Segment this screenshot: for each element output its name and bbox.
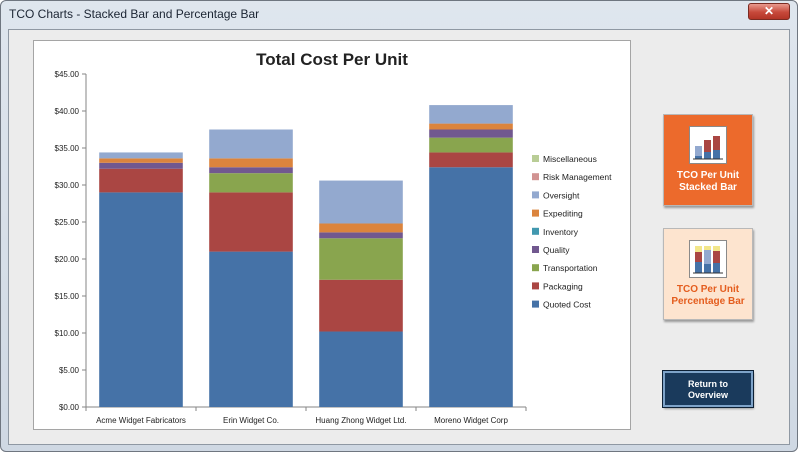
bar-segment (429, 129, 513, 138)
y-tick-label: $45.00 (55, 70, 80, 79)
legend-entry: Oversight (543, 190, 580, 200)
legend-entry: Expediting (543, 209, 583, 219)
y-tick-label: $35.00 (55, 144, 80, 153)
bar-segment (429, 105, 513, 124)
stacked-bar-chart-icon (689, 126, 727, 164)
legend-swatch (532, 191, 539, 199)
legend-swatch (532, 246, 539, 253)
bar-segment (99, 192, 183, 407)
tco-percentage-bar-button[interactable]: TCO Per Unit Percentage Bar (663, 228, 753, 320)
y-tick-label: $10.00 (55, 329, 80, 338)
y-tick-label: $5.00 (59, 366, 80, 375)
stacked-button-label-2: Stacked Bar (679, 182, 737, 193)
bar-segment (319, 232, 403, 239)
bar-segment (429, 137, 513, 153)
bar-segment (209, 192, 293, 252)
total-cost-chart: Total Cost Per Unit $0.00 $5.00 $10.00 $15.0… (33, 40, 631, 430)
y-tick-label: $0.00 (59, 403, 80, 412)
bar-segment (209, 251, 293, 407)
bar-segment (99, 152, 183, 159)
return-button-label-1: Return to (688, 379, 728, 389)
percent-button-label-2: Percentage Bar (671, 296, 745, 307)
percent-button-label-1: TCO Per Unit (676, 284, 740, 295)
return-to-overview-button[interactable]: Return to Overview (662, 370, 754, 408)
x-category-label: Erin Widget Co. (223, 416, 279, 425)
bar-segment (209, 129, 293, 159)
legend-entry: Transportation (543, 263, 598, 273)
legend-entry: Quoted Cost (543, 300, 591, 310)
bar-segment (429, 152, 513, 168)
y-tick-label: $15.00 (55, 292, 80, 301)
legend-swatch (532, 209, 539, 217)
stacked-bar-chart: Total Cost Per Unit $0.00 $5.00 $10.00 $15.0… (55, 50, 613, 425)
bar-segment (99, 162, 183, 169)
bar-segment (429, 167, 513, 407)
legend-swatch (532, 300, 539, 308)
bar-segment (99, 168, 183, 193)
y-tick-label: $20.00 (55, 255, 80, 264)
close-icon: ✕ (763, 4, 775, 18)
y-tick-label: $40.00 (55, 107, 80, 116)
legend-entry: Packaging (543, 281, 583, 291)
bar-segment (319, 238, 403, 280)
legend-swatch (532, 264, 539, 272)
legend-swatch (532, 282, 539, 290)
bar-segment (319, 331, 403, 407)
bar-segment (209, 167, 293, 174)
chart-title: Total Cost Per Unit (256, 50, 408, 69)
x-category-label: Huang Zhong Widget Ltd. (315, 416, 406, 425)
bar-segment (319, 279, 403, 332)
bar-segment (319, 180, 403, 224)
legend-entry: Inventory (543, 227, 579, 237)
legend-entry: Miscellaneous (543, 154, 597, 164)
stacked-button-label-1: TCO Per Unit (676, 170, 740, 181)
bar-segment (209, 173, 293, 193)
close-button[interactable]: ✕ (748, 3, 790, 20)
bar-segment (429, 123, 513, 130)
bar-segment (99, 158, 183, 163)
legend-swatch (532, 173, 539, 181)
legend-entry: Quality (543, 245, 570, 255)
legend-swatch (532, 227, 539, 235)
bar-segment (209, 158, 293, 168)
window-title: TCO Charts - Stacked Bar and Percentage … (9, 7, 260, 21)
x-category-label: Moreno Widget Corp (434, 416, 508, 425)
y-tick-label: $30.00 (55, 181, 80, 190)
legend-swatch (532, 155, 539, 162)
legend-entry: Risk Management (543, 172, 612, 182)
tco-stacked-bar-button[interactable]: TCO Per Unit Stacked Bar (663, 114, 753, 206)
dialog-client-area: Total Cost Per Unit $0.00 $5.00 $10.00 $15.0… (8, 29, 790, 445)
x-category-label: Acme Widget Fabricators (96, 416, 186, 425)
percentage-bar-chart-icon (689, 240, 727, 278)
title-bar[interactable]: TCO Charts - Stacked Bar and Percentage … (1, 1, 797, 29)
return-button-label-2: Overview (687, 390, 729, 400)
bar-segment (319, 223, 403, 233)
y-tick-label: $25.00 (55, 218, 80, 227)
